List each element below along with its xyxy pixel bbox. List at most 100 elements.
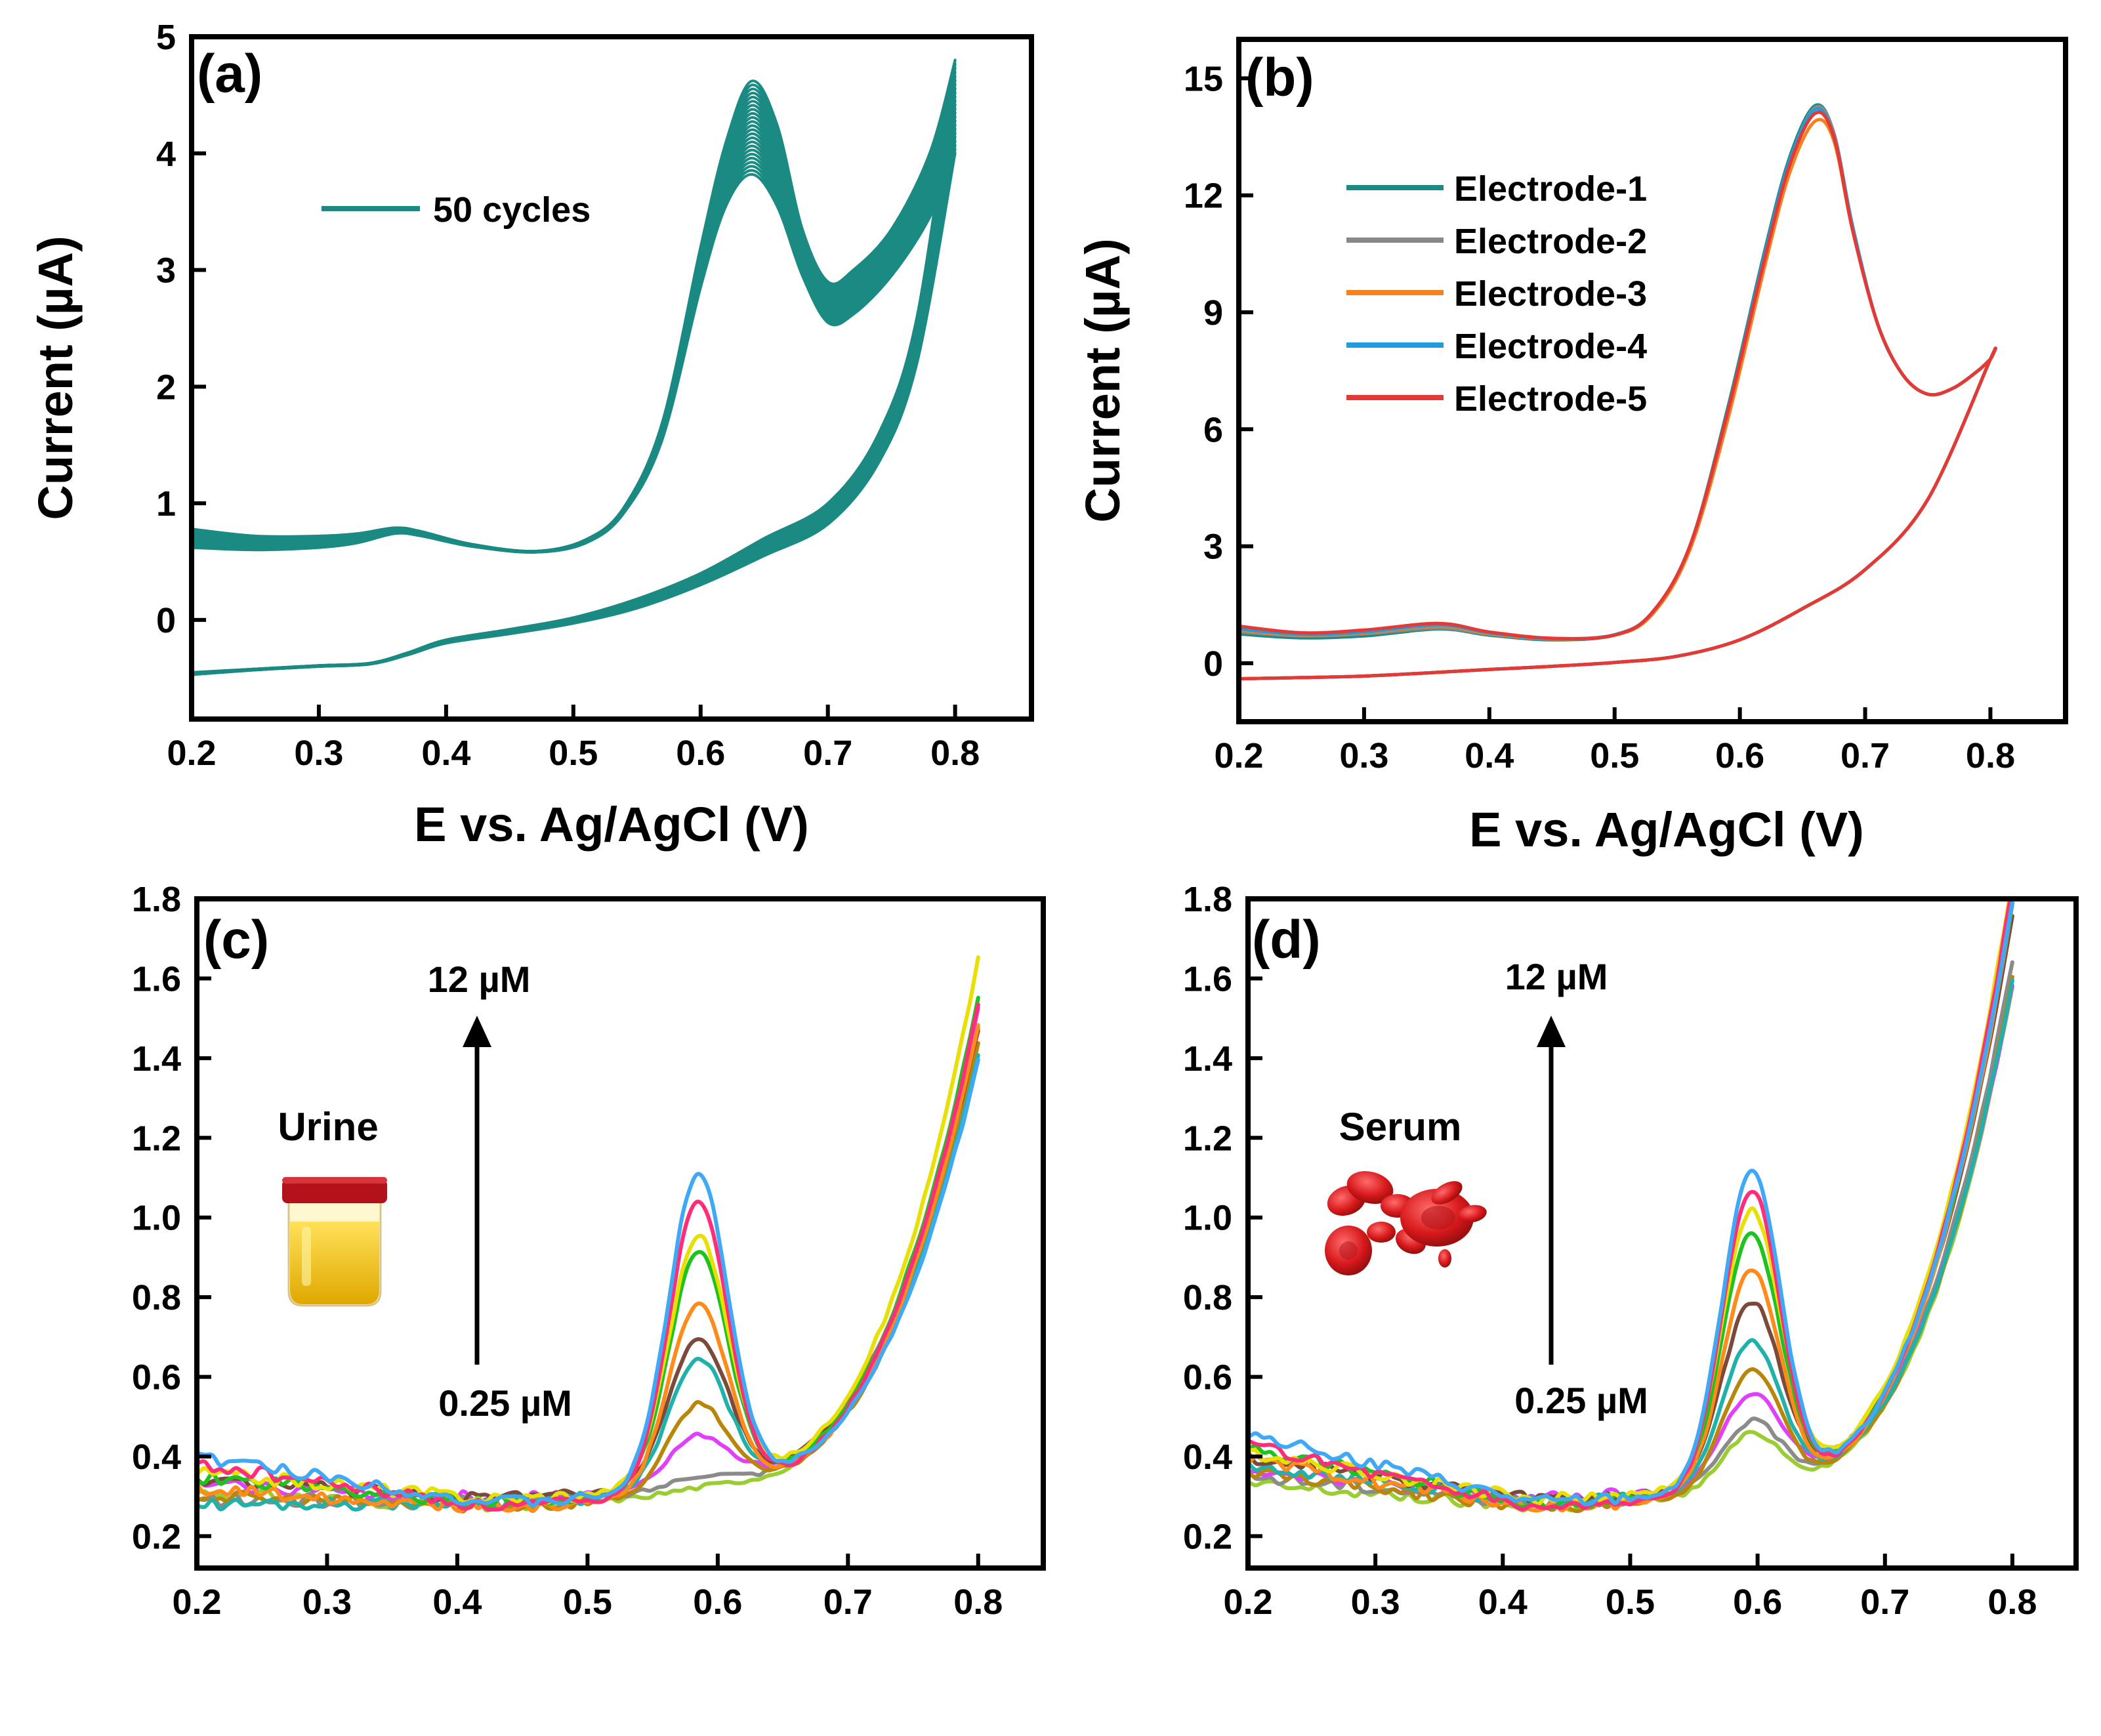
panel-c-frame (194, 896, 1046, 1571)
cv-cycle-anodic (192, 111, 957, 554)
y-tick-label: 1.6 (1183, 959, 1232, 999)
panel-a-x-ticks: 0.2 0.3 0.4 0.5 0.6 0.7 0.8 (167, 705, 980, 773)
y-tick-label: 0.6 (132, 1358, 181, 1397)
cv-cycle-cathodic (192, 95, 957, 675)
panel-d-arrow-head (1537, 1016, 1566, 1047)
y-tick-label: 1.2 (132, 1119, 181, 1158)
x-tick-label: 0.7 (823, 1582, 873, 1622)
x-tick-label: 0.4 (1478, 1582, 1528, 1622)
y-tick-label: 1.0 (132, 1199, 181, 1238)
x-tick-label: 0.6 (676, 734, 725, 773)
panel-d-y-ticks: 0.2 0.4 0.6 0.8 1.0 1.2 1.4 1.6 1.8 (1183, 880, 1262, 1556)
dpv-curve-12-µM (1248, 899, 2014, 1507)
panel-d-label: (d) (1252, 910, 1321, 970)
cv-cycle-cathodic (192, 75, 957, 674)
x-tick-label: 0.8 (930, 734, 980, 773)
x-tick-label: 0.3 (302, 1582, 352, 1622)
cv-cycle-cathodic (192, 58, 957, 674)
x-tick-label: 0.5 (1590, 736, 1639, 775)
x-tick-label: 0.8 (1966, 736, 2015, 775)
y-tick-label: 6 (1203, 410, 1223, 449)
cv-cycle-anodic (192, 99, 957, 553)
panel-b-y-title: Current (µA) (1075, 238, 1130, 522)
legend-label: Electrode-5 (1454, 379, 1647, 419)
x-tick-label: 0.6 (1733, 1582, 1782, 1622)
cv-cycle-anodic (192, 119, 957, 554)
panel-b-frame (1236, 37, 2068, 724)
y-tick-label: 5 (156, 18, 176, 57)
x-tick-label: 0.3 (1339, 736, 1388, 775)
y-tick-label: 4 (156, 134, 176, 174)
cv-cycle-cathodic (192, 62, 957, 674)
panel-a-legend-label: 50 cycles (433, 190, 591, 230)
panel-d-annotation-top: 12 µM (1505, 956, 1608, 997)
panel-c-arrow-head (463, 1016, 491, 1047)
panel-a-y-ticks: 0 1 2 3 4 5 (156, 18, 206, 640)
legend-label: Electrode-1 (1454, 169, 1647, 209)
panel-b-label: (b) (1245, 48, 1314, 108)
panel-b-y-ticks: 0 3 6 9 12 15 (1184, 59, 1253, 684)
cv-cycle-cathodic (192, 71, 957, 674)
panel-c: 0.2 0.3 0.4 0.5 0.6 0.7 0.8 0.2 0.4 0.6 0.8 1.0 1.2… (132, 880, 1046, 1622)
x-tick-label: 0.6 (1715, 736, 1764, 775)
y-tick-label: 1.2 (1183, 1119, 1232, 1158)
cv-cycle-cathodic (192, 99, 957, 675)
panel-a-frame (189, 34, 1034, 722)
x-tick-label: 0.4 (421, 734, 470, 773)
legend-label: Electrode-3 (1454, 274, 1647, 314)
y-tick-label: 0.8 (1183, 1278, 1232, 1317)
dpv-curve-10-µM (1248, 899, 2012, 1506)
x-tick-label: 0.5 (1606, 1582, 1655, 1622)
x-tick-label: 0.2 (1214, 736, 1263, 775)
y-tick-label: 1.4 (132, 1039, 181, 1079)
y-tick-label: 1.6 (132, 959, 181, 999)
y-tick-label: 3 (156, 251, 176, 291)
y-tick-label: 0 (156, 601, 176, 640)
x-tick-label: 0.5 (549, 734, 598, 773)
x-tick-label: 0.2 (1223, 1582, 1272, 1622)
x-tick-label: 0.8 (1987, 1582, 2037, 1622)
y-tick-label: 1.8 (132, 880, 181, 919)
panel-a: 0.2 0.3 0.4 0.5 0.6 0.7 0.8 0 1 2 3 4 5 (a) 50 cycl… (28, 18, 1034, 852)
y-tick-label: 3 (1203, 527, 1223, 567)
panel-a-label: (a) (197, 44, 262, 104)
legend-label: Electrode-2 (1454, 222, 1647, 261)
x-tick-label: 0.8 (953, 1582, 1003, 1622)
panel-d-frame (1245, 896, 2079, 1571)
cv-cycle-anodic (192, 103, 957, 553)
electrode-5-curve (1239, 110, 1997, 681)
y-tick-label: 12 (1184, 176, 1223, 216)
panel-b-curves (1239, 103, 1997, 681)
cv-cycle-cathodic (192, 79, 957, 674)
y-tick-label: 0.8 (132, 1278, 181, 1317)
panel-d-x-ticks: 0.2 0.3 0.4 0.5 0.6 0.7 0.8 (1223, 1554, 2037, 1622)
y-tick-label: 15 (1184, 59, 1223, 98)
panel-a-y-title: Current (µA) (28, 236, 83, 520)
legend-label: Electrode-4 (1454, 327, 1647, 366)
panel-d: 0.2 0.3 0.4 0.5 0.6 0.7 0.8 0.2 0.4 0.6 0.8 1.0 1.2… (1183, 880, 2079, 1622)
dpv-curve-12-µM (197, 1058, 980, 1508)
y-tick-label: 0.2 (132, 1517, 181, 1556)
panel-b-x-ticks: 0.2 0.3 0.4 0.5 0.6 0.7 0.8 (1214, 707, 2015, 775)
x-tick-label: 0.7 (1841, 736, 1890, 775)
cv-cycle-cathodic (192, 91, 957, 675)
urine-cup-icon (282, 1177, 387, 1307)
panel-c-annotation-bottom: 0.25 µM (438, 1382, 572, 1424)
x-tick-label: 0.4 (1465, 736, 1514, 775)
cv-cycle-cathodic (192, 152, 957, 676)
panel-c-curves (197, 955, 980, 1514)
cv-cycle-anodic (192, 107, 957, 554)
panel-d-curves (1248, 899, 2014, 1514)
panel-b: 0.2 0.3 0.4 0.5 0.6 0.7 0.8 0 3 6 9 12 15 (b) Elect… (1075, 37, 2068, 857)
y-tick-label: 9 (1203, 293, 1223, 333)
panel-b-x-title: E vs. Ag/AgCl (V) (1469, 802, 1864, 857)
panel-c-sample-label: Urine (278, 1105, 378, 1149)
cv-cycle-cathodic (192, 83, 957, 674)
cv-cycle-anodic (192, 152, 957, 554)
panel-c-x-ticks: 0.2 0.3 0.4 0.5 0.6 0.7 0.8 (172, 1554, 1003, 1622)
panel-c-annotation-top: 12 µM (428, 959, 531, 1000)
x-tick-label: 0.3 (294, 734, 343, 773)
panel-b-legend: Electrode-1 Electrode-2 Electrode-3 Electro… (1346, 169, 1647, 419)
dpv-curve-10-µM (197, 955, 980, 1504)
